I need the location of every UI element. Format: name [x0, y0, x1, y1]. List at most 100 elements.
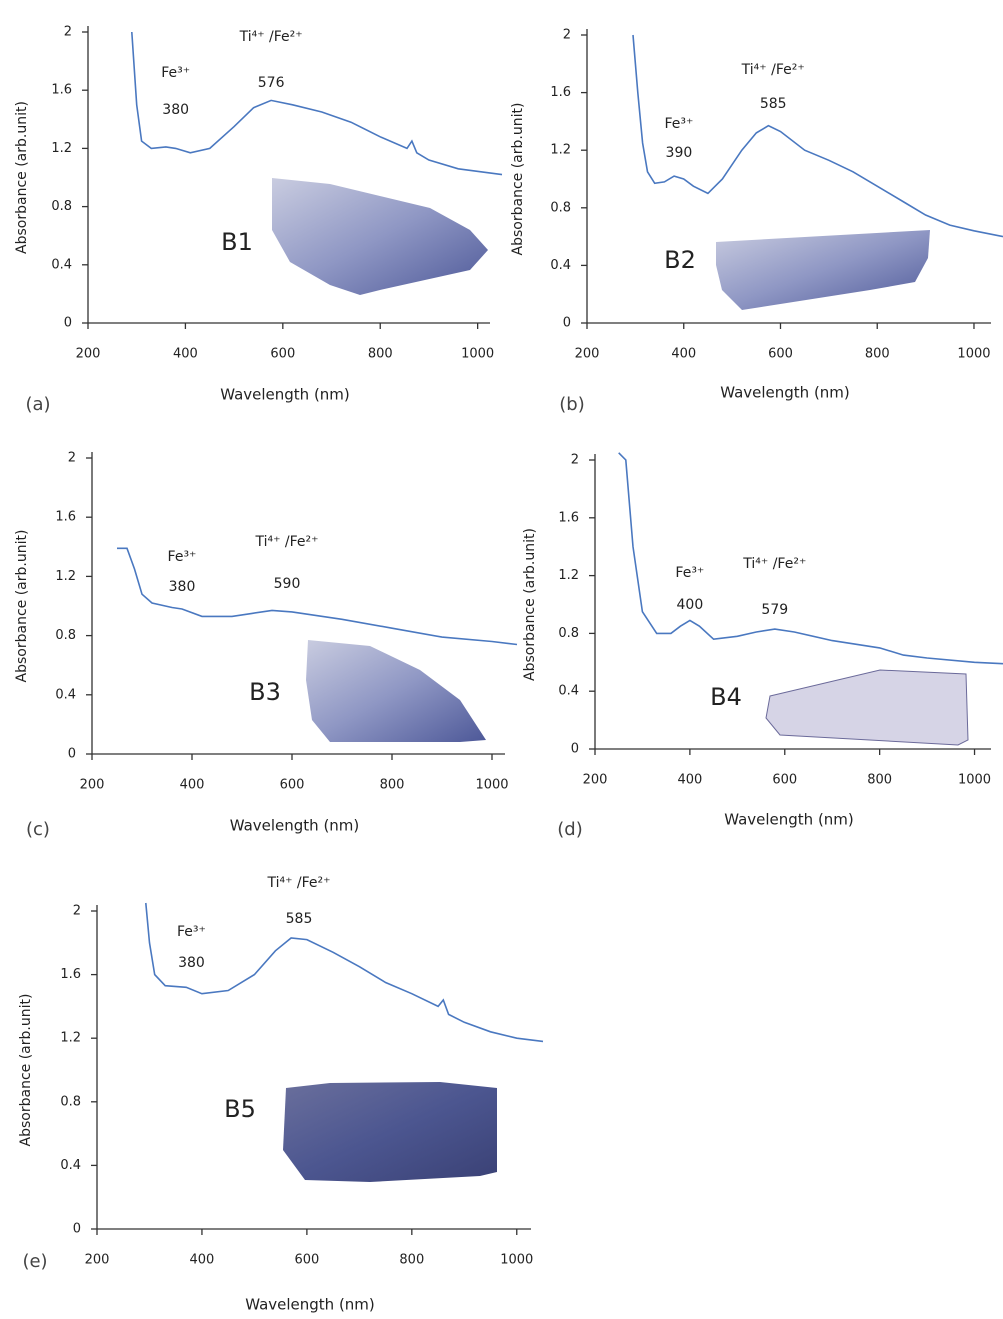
y-tick-label: 0.8 [558, 626, 579, 641]
peak-label: Fe³⁺ [168, 549, 197, 565]
crystal-photo [306, 640, 486, 742]
peak-value: 576 [258, 75, 285, 91]
x-tick-label: 200 [583, 773, 608, 788]
x-tick-label: 800 [399, 1253, 424, 1268]
panel-label: (a) [25, 394, 50, 415]
y-tick-label: 1.2 [550, 143, 571, 158]
y-axis-label: Absorbance (arb.unit) [14, 101, 30, 254]
y-tick-label: 0 [68, 747, 76, 762]
y-tick-label: 0.8 [55, 628, 76, 643]
data-line [632, 34, 1003, 238]
x-axis-label: Wavelength (nm) [720, 384, 850, 402]
x-tick-label: 400 [190, 1253, 215, 1268]
x-tick-label: 1000 [475, 778, 508, 793]
y-tick-label: 0.8 [550, 200, 571, 215]
y-tick-label: 1.6 [55, 510, 76, 525]
data-line [145, 902, 544, 1043]
y-tick-label: 1.2 [51, 141, 72, 156]
x-tick-label: 400 [173, 347, 198, 362]
x-tick-label: 400 [677, 773, 702, 788]
panel-label: (c) [26, 819, 50, 840]
peak-value: 585 [760, 96, 787, 112]
peak-label: Fe³⁺ [177, 924, 206, 940]
sample-label: B1 [221, 228, 253, 256]
y-tick-label: 0 [73, 1222, 81, 1237]
y-tick-label: 1.6 [550, 85, 571, 100]
x-axis-label: Wavelength (nm) [220, 386, 350, 404]
y-tick-label: 0 [571, 742, 579, 757]
sample-label: B5 [224, 1095, 256, 1123]
y-tick-label: 0 [64, 316, 72, 331]
peak-label: Ti⁴⁺ /Fe²⁺ [742, 556, 806, 572]
x-tick-label: 600 [294, 1253, 319, 1268]
y-axis-label: Absorbance (arb.unit) [18, 994, 34, 1147]
y-tick-label: 0.8 [51, 199, 72, 214]
y-tick-label: 2 [73, 904, 81, 919]
peak-value: 585 [286, 911, 313, 927]
y-tick-label: 0.4 [55, 687, 76, 702]
y-tick-label: 0.8 [60, 1094, 81, 1109]
x-tick-label: 400 [180, 778, 205, 793]
peak-label: Fe³⁺ [675, 565, 704, 581]
peak-value: 380 [178, 955, 205, 971]
crystal-photo [283, 1082, 497, 1182]
crystal-photo [272, 178, 488, 295]
peak-label: Fe³⁺ [161, 65, 190, 81]
x-tick-label: 600 [772, 773, 797, 788]
x-tick-label: 200 [85, 1253, 110, 1268]
x-tick-label: 600 [768, 347, 793, 362]
peak-value: 380 [169, 579, 196, 595]
peak-value: 400 [677, 597, 704, 613]
peak-value: 590 [274, 576, 301, 592]
x-tick-label: 400 [671, 347, 696, 362]
y-tick-label: 1.2 [60, 1031, 81, 1046]
y-axis-label: Absorbance (arb.unit) [522, 528, 538, 681]
panel-label: (b) [559, 394, 584, 415]
data-line [117, 547, 518, 646]
sample-label: B3 [249, 678, 281, 706]
peak-label: Ti⁴⁺ /Fe²⁺ [741, 62, 805, 78]
y-tick-label: 0.4 [558, 684, 579, 699]
sample-label: B4 [710, 683, 742, 711]
x-tick-label: 800 [867, 773, 892, 788]
x-axis-label: Wavelength (nm) [724, 811, 854, 829]
y-tick-label: 1.6 [51, 83, 72, 98]
x-tick-label: 600 [280, 778, 305, 793]
y-tick-label: 0.4 [60, 1158, 81, 1173]
peak-value: 380 [162, 102, 189, 118]
peak-value: 390 [666, 145, 693, 161]
x-tick-label: 600 [270, 347, 295, 362]
y-tick-label: 2 [563, 28, 571, 43]
y-tick-label: 2 [68, 451, 76, 466]
y-tick-label: 0.4 [550, 258, 571, 273]
y-tick-label: 1.2 [558, 568, 579, 583]
x-tick-label: 200 [76, 347, 101, 362]
peak-label: Ti⁴⁺ /Fe²⁺ [266, 875, 330, 891]
x-tick-label: 800 [865, 347, 890, 362]
y-axis-label: Absorbance (arb.unit) [510, 103, 526, 256]
panel-label: (e) [22, 1251, 47, 1272]
peak-label: Ti⁴⁺ /Fe²⁺ [239, 29, 303, 45]
crystal-photo [765, 669, 969, 746]
x-tick-label: 200 [575, 347, 600, 362]
data-line [618, 452, 1003, 665]
y-tick-label: 1.6 [60, 967, 81, 982]
x-tick-label: 1000 [461, 347, 494, 362]
x-tick-label: 800 [380, 778, 405, 793]
x-tick-label: 1000 [500, 1253, 533, 1268]
y-tick-label: 1.2 [55, 569, 76, 584]
x-tick-label: 800 [368, 347, 393, 362]
peak-value: 579 [761, 602, 788, 618]
data-line [131, 31, 503, 176]
peak-label: Fe³⁺ [664, 116, 693, 132]
x-axis-label: Wavelength (nm) [230, 817, 360, 835]
crystal-photo [716, 230, 930, 310]
panel-label: (d) [557, 819, 582, 840]
x-axis-label: Wavelength (nm) [245, 1296, 375, 1314]
x-tick-label: 1000 [957, 347, 990, 362]
y-tick-label: 0.4 [51, 257, 72, 272]
x-tick-label: 1000 [958, 773, 991, 788]
peak-label: Ti⁴⁺ /Fe²⁺ [254, 534, 318, 550]
x-tick-label: 200 [80, 778, 105, 793]
